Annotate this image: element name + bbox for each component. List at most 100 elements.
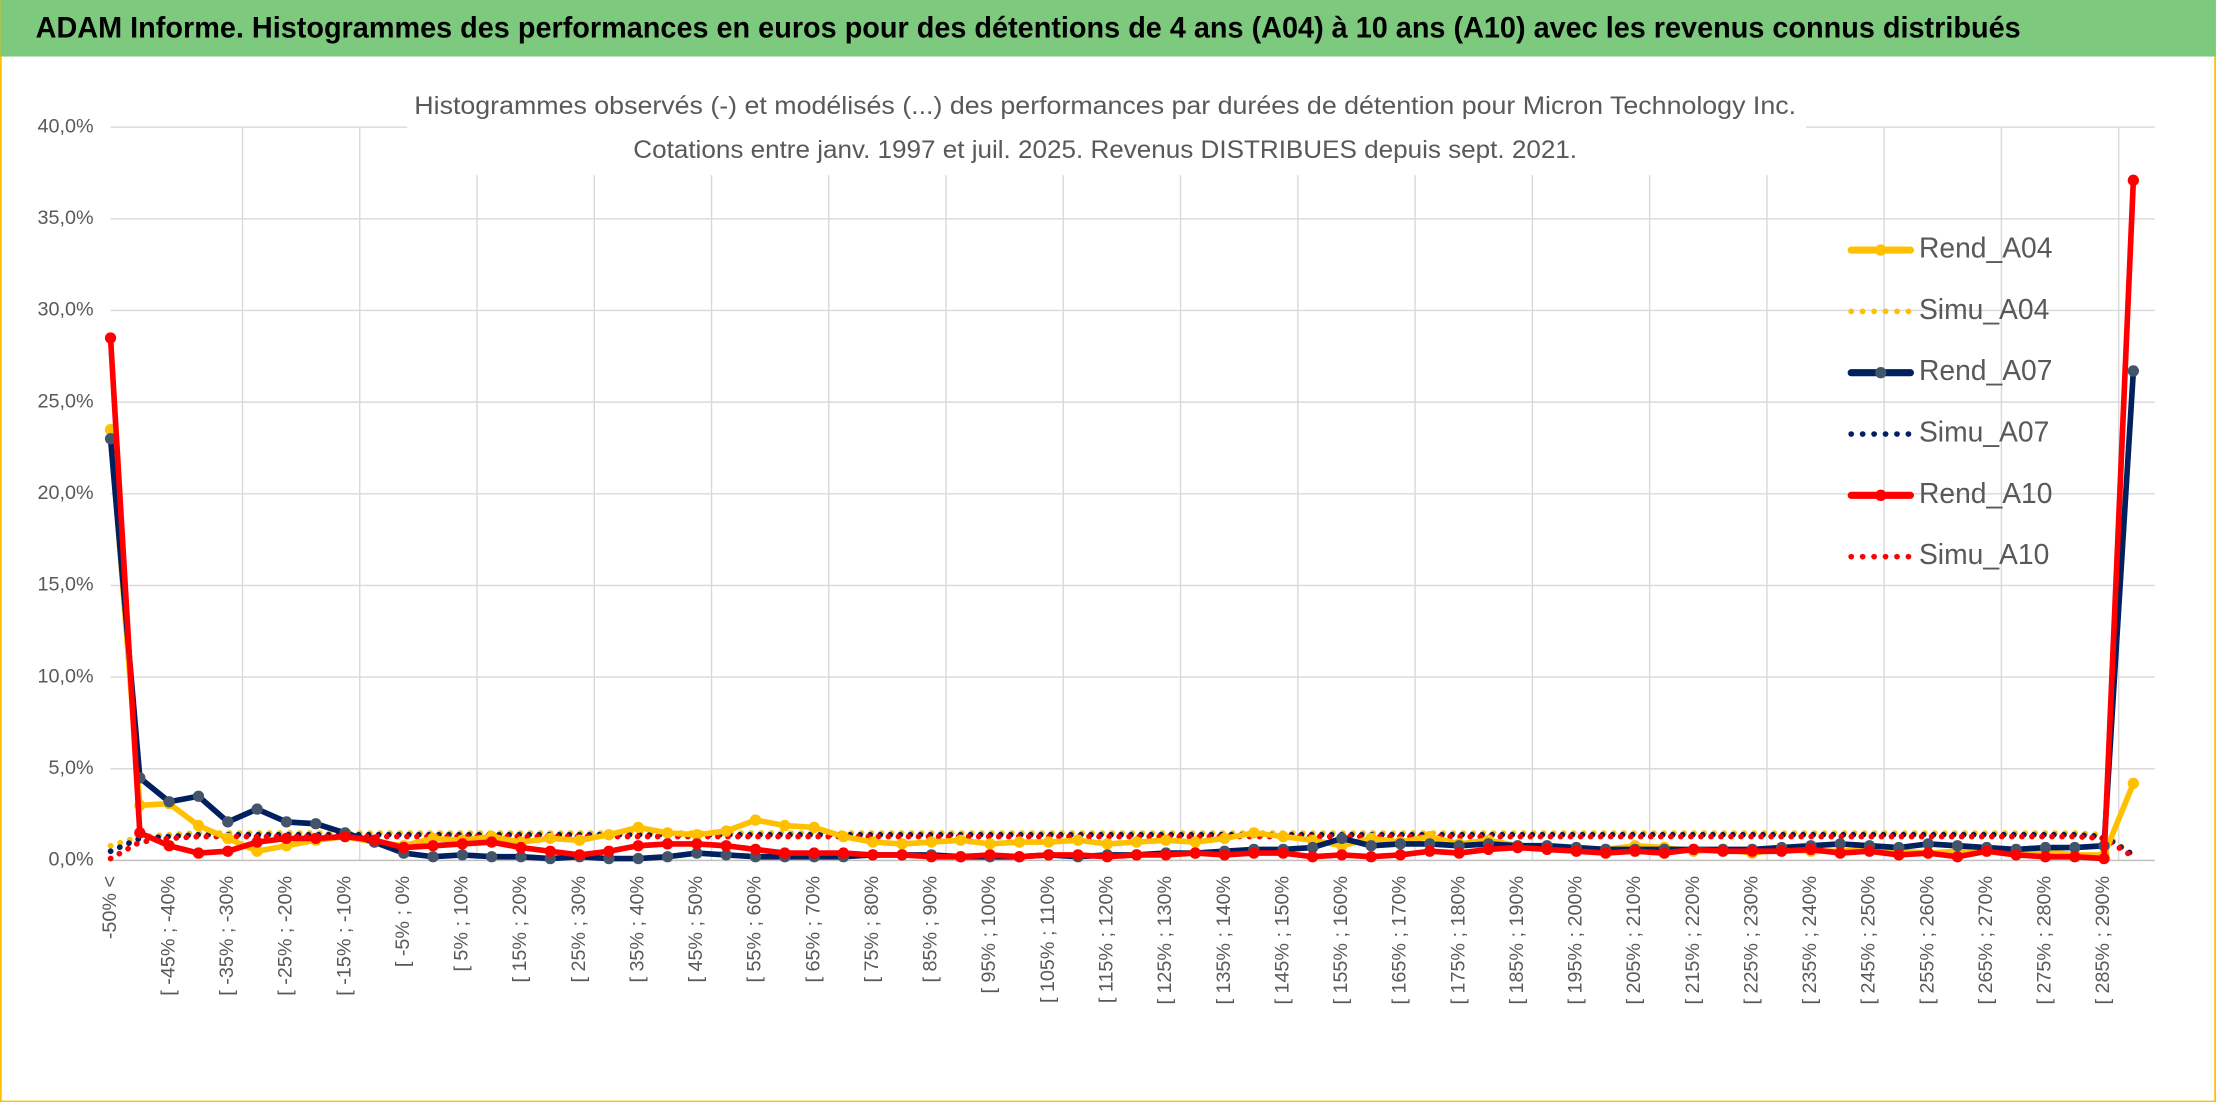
point xyxy=(1922,838,1934,850)
point xyxy=(808,847,820,859)
x-tick-label: [ 175% ; 180% xyxy=(1447,876,1469,1005)
x-tick-label: [ 95% ; 100% xyxy=(978,876,1000,994)
point xyxy=(632,840,644,852)
point xyxy=(1570,845,1583,857)
point xyxy=(1160,849,1172,861)
point xyxy=(1805,843,1817,856)
x-tick-label: [ 65% ; 70% xyxy=(802,876,824,983)
point xyxy=(1394,849,1407,861)
point xyxy=(1717,845,1729,857)
x-tick-label: [ 215% ; 220% xyxy=(1682,876,1704,1005)
point xyxy=(603,845,615,857)
point xyxy=(2127,777,2140,790)
point xyxy=(486,851,498,863)
point xyxy=(661,851,674,863)
point xyxy=(1218,832,1231,845)
x-tick-label: [ 255% ; 260% xyxy=(1916,876,1938,1005)
point xyxy=(1101,838,1113,850)
point xyxy=(1746,845,1758,857)
point xyxy=(1189,836,1201,848)
point xyxy=(1600,847,1612,859)
title-bg xyxy=(407,84,1806,176)
point xyxy=(1336,832,1348,845)
point xyxy=(1658,847,1670,859)
point xyxy=(1834,838,1846,850)
point xyxy=(1277,830,1289,843)
point xyxy=(1277,847,1289,859)
point xyxy=(1013,836,1025,848)
point xyxy=(280,816,293,828)
x-tick-label: [ 125% ; 130% xyxy=(1154,876,1176,1005)
point xyxy=(544,832,556,845)
point xyxy=(163,840,175,852)
point xyxy=(2039,841,2052,854)
point xyxy=(104,433,117,445)
point xyxy=(456,838,468,850)
point xyxy=(222,832,234,845)
header: ADAM Informe. Histogrammes des performan… xyxy=(36,11,2021,44)
point xyxy=(456,849,468,861)
point xyxy=(427,851,439,863)
point xyxy=(544,845,556,857)
grid xyxy=(110,126,2155,862)
x-tick-label: [ 225% ; 230% xyxy=(1740,876,1762,1005)
y-tick-label: 35,0% xyxy=(38,207,94,229)
point xyxy=(1160,834,1172,846)
y-tick-label: 0,0% xyxy=(49,849,94,871)
x-tick-label: [ 105% ; 110% xyxy=(1037,876,1059,1003)
point xyxy=(661,838,674,850)
point xyxy=(808,821,820,834)
point xyxy=(573,849,586,861)
point xyxy=(1130,836,1143,848)
point xyxy=(1512,841,1524,854)
point xyxy=(486,836,498,848)
point xyxy=(1365,851,1377,863)
point xyxy=(1981,845,1993,857)
x-tick-label: [ 115% ; 120% xyxy=(1096,876,1118,1003)
point xyxy=(867,849,879,861)
legend-label: Rend_A07 xyxy=(1919,354,2053,386)
x-tick-label: [ 135% ; 140% xyxy=(1213,876,1235,1005)
point xyxy=(251,845,263,857)
point xyxy=(691,847,703,859)
point xyxy=(1687,843,1700,856)
point xyxy=(837,847,850,859)
point xyxy=(837,830,850,843)
point xyxy=(1424,845,1436,857)
point xyxy=(1336,849,1348,861)
x-tick-label: [ -35% ; -30% xyxy=(216,876,238,996)
point xyxy=(984,849,996,861)
point xyxy=(984,838,996,850)
series-line xyxy=(107,177,2137,862)
point xyxy=(222,816,234,828)
point xyxy=(192,790,205,802)
point xyxy=(749,814,762,826)
point xyxy=(192,819,205,832)
x-tick-label: [ 185% ; 190% xyxy=(1506,876,1528,1005)
x-tick-label: [ 265% ; 270% xyxy=(1975,876,1997,1005)
x-tick-label: -50% < xyxy=(99,876,121,939)
point xyxy=(1072,849,1084,861)
x-tick-label: [ 205% ; 210% xyxy=(1623,876,1645,1005)
point xyxy=(603,829,615,841)
point xyxy=(1043,849,1055,861)
point xyxy=(427,840,439,852)
point xyxy=(2010,849,2022,861)
point xyxy=(896,838,908,850)
point xyxy=(925,836,938,848)
point xyxy=(1043,836,1055,848)
x-tick-label: [ 285% ; 290% xyxy=(2092,876,2114,1005)
x-tick-label: [ 235% ; 240% xyxy=(1799,876,1821,1005)
x-tick-label: [ 55% ; 60% xyxy=(744,876,766,983)
point xyxy=(749,843,762,856)
point xyxy=(339,830,351,843)
point xyxy=(310,832,322,845)
point xyxy=(955,834,967,846)
point xyxy=(1306,851,1319,863)
x-tick-label: [ 145% ; 150% xyxy=(1271,876,1293,1005)
point xyxy=(573,834,586,846)
point xyxy=(720,840,732,852)
y-tick-label: 30,0% xyxy=(38,299,94,321)
point xyxy=(1863,845,1876,857)
